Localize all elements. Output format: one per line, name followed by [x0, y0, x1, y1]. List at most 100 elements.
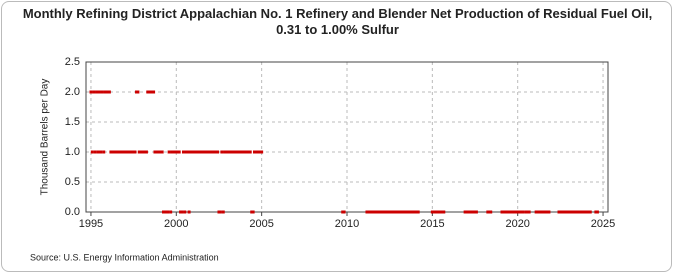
- point: [368, 210, 372, 214]
- point: [376, 210, 380, 214]
- point: [474, 210, 478, 214]
- point: [95, 90, 99, 94]
- point: [227, 150, 231, 154]
- point: [146, 90, 150, 94]
- source: Source: U.S. Energy Information Administ…: [30, 252, 219, 262]
- point: [487, 210, 491, 214]
- point: [415, 210, 419, 214]
- point: [163, 210, 167, 214]
- point: [534, 210, 538, 214]
- point: [197, 150, 201, 154]
- point: [260, 150, 264, 154]
- point: [216, 150, 220, 154]
- point: [144, 150, 148, 154]
- point: [410, 210, 414, 214]
- point: [547, 210, 551, 214]
- point: [372, 210, 376, 214]
- chart-title: Monthly Refining District Appalachian No…: [22, 6, 653, 37]
- point: [560, 210, 564, 214]
- point: [564, 210, 568, 214]
- frame: [1, 1, 672, 272]
- point: [470, 210, 474, 214]
- point: [180, 210, 184, 214]
- point: [252, 150, 256, 154]
- point: [100, 90, 104, 94]
- point: [440, 210, 444, 214]
- point: [220, 150, 224, 154]
- point: [568, 210, 572, 214]
- y-tick-label: 1.5: [65, 116, 80, 128]
- point: [521, 210, 525, 214]
- point: [99, 150, 103, 154]
- point: [416, 210, 420, 214]
- point: [504, 210, 508, 214]
- point: [188, 150, 192, 154]
- point: [150, 90, 154, 94]
- point: [96, 150, 100, 154]
- point: [244, 150, 248, 154]
- x-tick-label: 2005: [249, 218, 273, 230]
- point: [595, 210, 599, 214]
- point: [193, 150, 197, 154]
- point: [92, 90, 96, 94]
- point: [116, 150, 120, 154]
- y-tick-label: 0.5: [65, 176, 80, 188]
- point: [585, 210, 589, 214]
- point: [231, 150, 235, 154]
- point: [594, 210, 598, 214]
- point: [107, 90, 111, 94]
- point: [103, 90, 107, 94]
- point: [218, 210, 222, 214]
- point: [442, 210, 446, 214]
- x-tick-label: 2000: [164, 218, 188, 230]
- point: [398, 210, 402, 214]
- point: [93, 150, 97, 154]
- point: [513, 210, 517, 214]
- point: [201, 150, 205, 154]
- point: [221, 210, 225, 214]
- point: [577, 210, 581, 214]
- point: [436, 210, 440, 214]
- point: [184, 150, 188, 154]
- point: [159, 150, 163, 154]
- point: [160, 150, 164, 154]
- y-tick-label: 2.5: [65, 56, 80, 68]
- point: [152, 90, 156, 94]
- point: [120, 150, 124, 154]
- point: [89, 90, 93, 94]
- point: [251, 210, 255, 214]
- point: [214, 150, 218, 154]
- point: [124, 150, 128, 154]
- point: [500, 210, 504, 214]
- point: [517, 210, 521, 214]
- point: [97, 90, 101, 94]
- point: [588, 210, 592, 214]
- point: [432, 210, 436, 214]
- point: [112, 150, 116, 154]
- point: [136, 90, 140, 94]
- point: [90, 150, 94, 154]
- point: [385, 210, 389, 214]
- point: [509, 210, 513, 214]
- x-tick-label: 2015: [420, 218, 444, 230]
- plot-border: [85, 61, 609, 213]
- point: [526, 210, 530, 214]
- point: [186, 150, 190, 154]
- point: [176, 150, 180, 154]
- point: [154, 150, 158, 154]
- x-tick-label: 2025: [591, 218, 615, 230]
- point: [137, 150, 141, 154]
- point: [527, 210, 531, 214]
- point: [573, 210, 577, 214]
- x-tick-label: 2010: [335, 218, 359, 230]
- point: [187, 210, 191, 214]
- y-tick-label: 2.0: [65, 86, 80, 98]
- point: [169, 210, 173, 214]
- point: [210, 150, 214, 154]
- x-tick-label: 1995: [79, 218, 103, 230]
- y-axis-label: Thousand Barrels per Day: [40, 79, 51, 196]
- point: [342, 210, 346, 214]
- x-tick-label: 2020: [505, 218, 529, 230]
